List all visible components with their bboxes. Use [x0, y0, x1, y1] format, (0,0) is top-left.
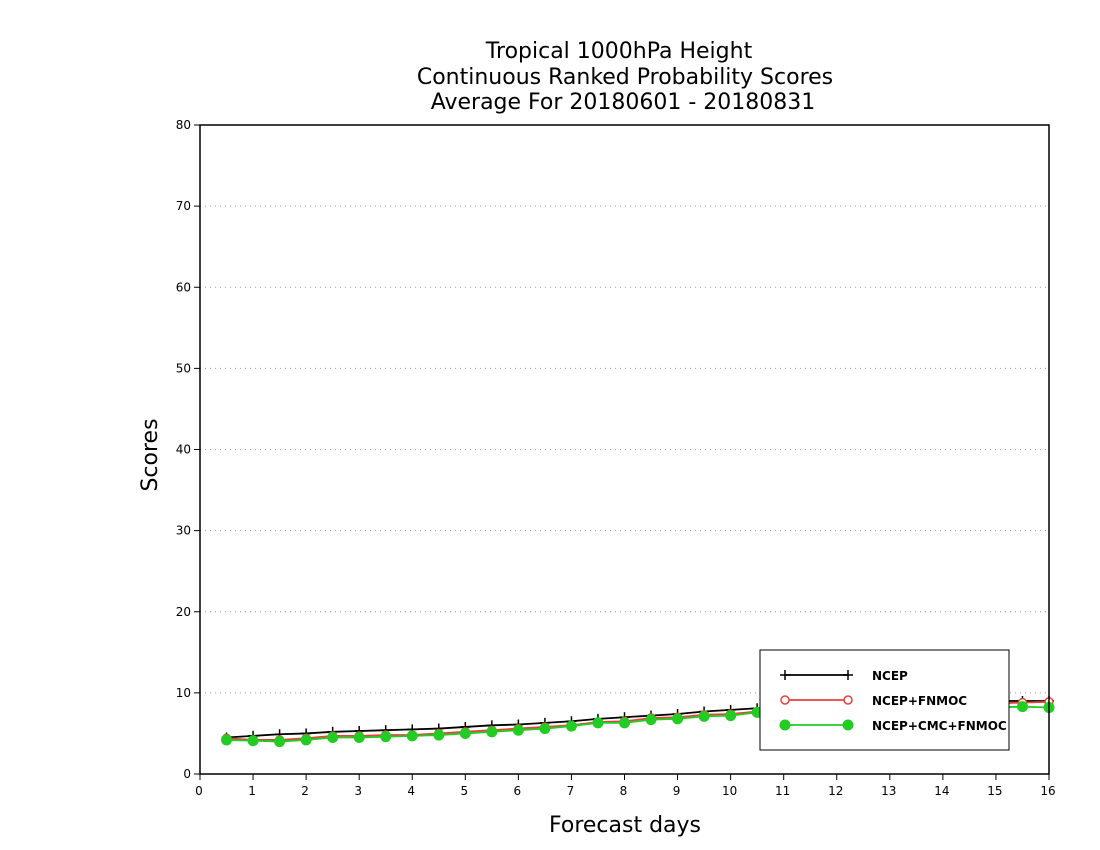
x-tick-label-11: 11: [775, 784, 790, 798]
y-axis-ticks: 0 10 20 30 40 50 60 70 80: [176, 118, 200, 781]
point-ncep-cmc-fnmoc-19: [725, 710, 737, 722]
y-tick-label-60: 60: [176, 280, 191, 294]
legend-label-ncep: NCEP: [872, 669, 908, 683]
x-tick-label-16: 16: [1040, 784, 1055, 798]
legend-marker-right-ncep-cmc-fnmoc: [842, 719, 854, 731]
x-tick-label-3: 3: [354, 784, 362, 798]
x-tick-label-8: 8: [620, 784, 628, 798]
y-tick-label-30: 30: [176, 524, 191, 538]
y-axis-label: Scores: [138, 418, 163, 491]
point-ncep-cmc-fnmoc-15: [619, 717, 630, 729]
point-ncep-cmc-fnmoc-18: [698, 710, 710, 722]
point-ncep-cmc-fnmoc-11: [512, 724, 524, 736]
x-tick-label-10: 10: [722, 784, 737, 798]
legend-entry-ncep-cmc-fnmoc: NCEP+CMC+FNMOC: [779, 719, 1007, 733]
point-ncep-cmc-fnmoc-0: [221, 734, 233, 746]
y-tick-label-20: 20: [176, 605, 191, 619]
point-ncep-cmc-fnmoc-6: [380, 731, 392, 743]
y-tick-label-70: 70: [176, 199, 191, 213]
legend-marker-left-ncep-fnmoc: [780, 695, 790, 705]
point-ncep-cmc-fnmoc-8: [433, 729, 445, 741]
x-tick-label-15: 15: [987, 784, 1002, 798]
point-ncep-cmc-fnmoc-7: [406, 730, 418, 742]
y-tick-label-50: 50: [176, 361, 191, 375]
y-tick-label-10: 10: [176, 686, 191, 700]
x-tick-label-0: 0: [195, 784, 203, 798]
legend-marker-right-ncep-fnmoc: [843, 695, 853, 705]
legend-label-ncep-fnmoc: NCEP+FNMOC: [872, 694, 967, 708]
gridlines: [200, 205, 1049, 694]
legend-marker-right-ncep: [843, 670, 853, 680]
x-tick-label-6: 6: [514, 784, 522, 798]
x-tick-label-13: 13: [881, 784, 896, 798]
legend-label-ncep-cmc-fnmoc: NCEP+CMC+FNMOC: [872, 719, 1007, 733]
point-ncep-cmc-fnmoc-3: [300, 734, 312, 746]
x-tick-label-14: 14: [934, 784, 949, 798]
point-ncep-cmc-fnmoc-16: [645, 714, 657, 726]
title-line-1: Tropical 1000hPa Height: [485, 39, 753, 64]
legend-marker-left-ncep: [780, 670, 790, 680]
point-ncep-cmc-fnmoc-13: [565, 720, 577, 732]
title-line-3: Average For 20180601 - 20180831: [431, 90, 816, 115]
y-tick-label-40: 40: [176, 443, 191, 457]
legend-entry-ncep: NCEP: [780, 669, 908, 683]
title-line-2: Continuous Ranked Probability Scores: [417, 65, 833, 90]
legend-entry-ncep-fnmoc: NCEP+FNMOC: [780, 694, 967, 708]
chart-title: Tropical 1000hPa Height Continuous Ranke…: [417, 39, 833, 115]
point-ncep-cmc-fnmoc-9: [459, 727, 471, 739]
point-ncep-cmc-fnmoc-2: [274, 736, 286, 748]
x-tick-label-9: 9: [673, 784, 681, 798]
point-ncep-cmc-fnmoc-10: [486, 726, 498, 738]
x-tick-label-2: 2: [301, 784, 309, 798]
x-tick-label-4: 4: [407, 784, 415, 798]
point-ncep-cmc-fnmoc-17: [672, 713, 684, 725]
x-axis-label: Forecast days: [549, 813, 701, 838]
point-ncep-cmc-fnmoc-1: [247, 735, 259, 747]
y-tick-label-0: 0: [183, 767, 191, 781]
x-tick-label-7: 7: [567, 784, 575, 798]
x-axis-ticks: 0 1 2 3 4 5 6 7 8 9 10 11 12 13 14 15 16: [195, 774, 1056, 798]
legend-marker-left-ncep-cmc-fnmoc: [779, 719, 791, 731]
x-tick-label-5: 5: [460, 784, 468, 798]
point-ncep-cmc-fnmoc-4: [327, 731, 339, 743]
legend: NCEP NCEP+FNMOC NCEP+CMC+FNMOC: [759, 649, 1010, 751]
point-ncep-cmc-fnmoc-5: [353, 731, 365, 743]
point-ncep-cmc-fnmoc-12: [539, 723, 551, 735]
y-tick-label-80: 80: [176, 118, 191, 132]
x-tick-label-1: 1: [248, 784, 256, 798]
x-tick-label-12: 12: [828, 784, 843, 798]
point-ncep-cmc-fnmoc-14: [592, 717, 604, 729]
point-ncep-cmc-fnmoc-30: [1016, 701, 1028, 713]
